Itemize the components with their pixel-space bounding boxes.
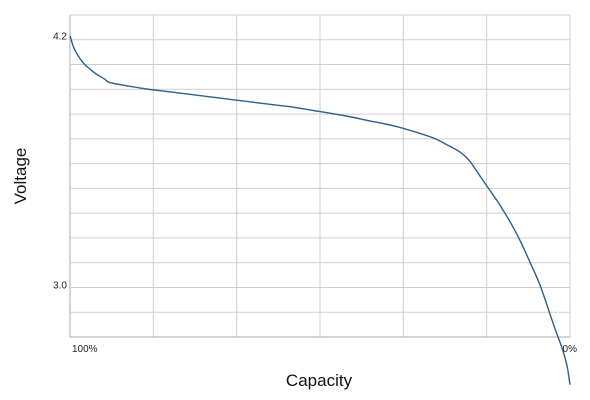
y-tick-label: 3.0 <box>53 281 67 292</box>
x-tick-label: 0% <box>563 344 578 355</box>
grid-lines <box>69 14 571 338</box>
x-tick-label: 100% <box>72 344 98 355</box>
y-axis-title: Voltage <box>11 148 30 205</box>
y-tick-label: 4.2 <box>53 31 67 42</box>
x-axis-title: Capacity <box>286 371 353 390</box>
discharge-curve-line <box>69 35 571 385</box>
tick-labels: 4.2 3.0 100% 0% <box>53 31 577 355</box>
